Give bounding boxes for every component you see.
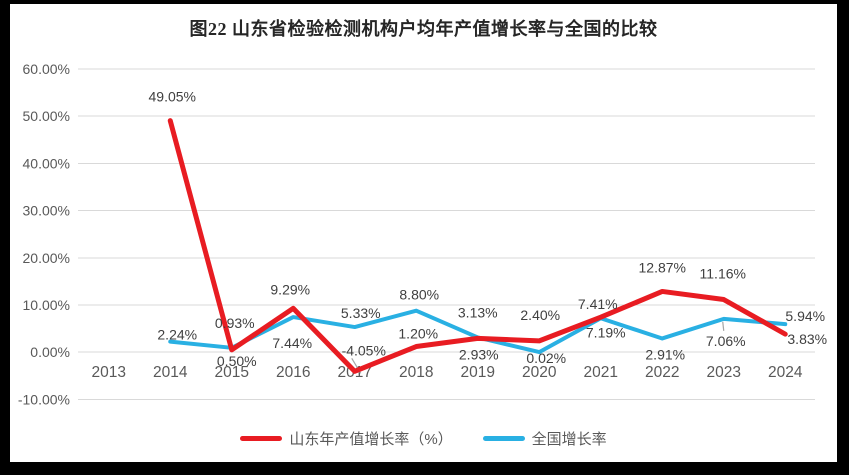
data-point-label: 5.33% xyxy=(341,305,381,321)
line-chart: 60.00% 50.00% 40.00% 30.00% 20.00% 10.00% 0.00… xyxy=(18,61,827,407)
y-axis-tick-label: 60.00% xyxy=(23,61,70,77)
data-point-label: 2.91% xyxy=(645,346,685,362)
data-point-label: 7.44% xyxy=(272,335,312,351)
series-line-shandong xyxy=(167,118,788,374)
data-point-label: 0.02% xyxy=(526,350,566,366)
y-axis-tick-label: 30.00% xyxy=(23,203,70,219)
y-axis-tick-label: 10.00% xyxy=(23,297,70,313)
legend-label-national: 全国增长率 xyxy=(531,430,607,448)
data-point-label: 11.16% xyxy=(700,266,746,282)
legend-label-shandong: 山东年产值增长率（%） xyxy=(289,430,453,448)
data-point-label: 49.05% xyxy=(149,89,196,105)
y-axis-tick-label: 20.00% xyxy=(23,250,70,266)
x-axis-tick-label: 2021 xyxy=(584,364,618,381)
x-axis-tick-label: 2015 xyxy=(215,364,249,381)
x-axis-tick-label: 2020 xyxy=(522,364,557,381)
data-point-label: 5.94% xyxy=(785,308,825,324)
y-axis-tick-label: 0.00% xyxy=(30,344,70,360)
chart-title: 图22 山东省检验检测机构户均年产值增长率与全国的比较 xyxy=(189,19,658,39)
data-point-label: 9.29% xyxy=(270,281,310,297)
data-point-label: 7.06% xyxy=(706,333,746,349)
x-axis-tick-label: 2014 xyxy=(153,364,188,381)
data-point-label: 8.80% xyxy=(399,287,439,303)
x-axis-tick-label: 2023 xyxy=(707,364,741,381)
x-axis-tick-label: 2018 xyxy=(399,364,433,381)
data-point-label: 2.24% xyxy=(157,327,197,343)
data-point-label: -4.05% xyxy=(342,342,386,358)
data-point-label: 2.40% xyxy=(520,307,560,323)
y-axis-tick-label: 40.00% xyxy=(23,155,70,171)
data-point-label: 3.13% xyxy=(458,304,498,320)
x-axis-tick-label: 2022 xyxy=(645,364,679,381)
data-point-label: 7.19% xyxy=(586,324,626,340)
shandong-line-swatch xyxy=(240,435,283,441)
x-axis-tick-label: 2019 xyxy=(461,364,495,381)
national-line-swatch xyxy=(482,435,525,441)
data-point-label: 0.93% xyxy=(215,315,255,331)
y-axis-tick-label: 50.00% xyxy=(23,108,70,124)
data-point-label: 3.83% xyxy=(787,331,827,347)
x-axis-tick-label: 2016 xyxy=(276,364,310,381)
chart-frame: 图22 山东省检验检测机构户均年产值增长率与全国的比较 60.00% 50.00%… xyxy=(10,4,837,462)
data-label-leader-line xyxy=(722,321,725,331)
legend-item-shandong: 山东年产值增长率（%） xyxy=(240,428,453,449)
data-point-label: 7.41% xyxy=(578,296,618,312)
x-axis-tick-label: 2013 xyxy=(92,364,126,381)
x-axis-tick-label: 2024 xyxy=(768,364,803,381)
data-point-label: 1.20% xyxy=(398,326,438,342)
chart-legend: 山东年产值增长率（%） 全国增长率 xyxy=(10,428,837,448)
legend-item-national: 全国增长率 xyxy=(482,428,607,449)
y-axis-tick-label: -10.00% xyxy=(18,391,70,407)
data-point-label: 12.87% xyxy=(639,259,686,275)
data-point-label: 0.50% xyxy=(217,353,257,369)
data-point-label: 2.93% xyxy=(459,346,499,362)
